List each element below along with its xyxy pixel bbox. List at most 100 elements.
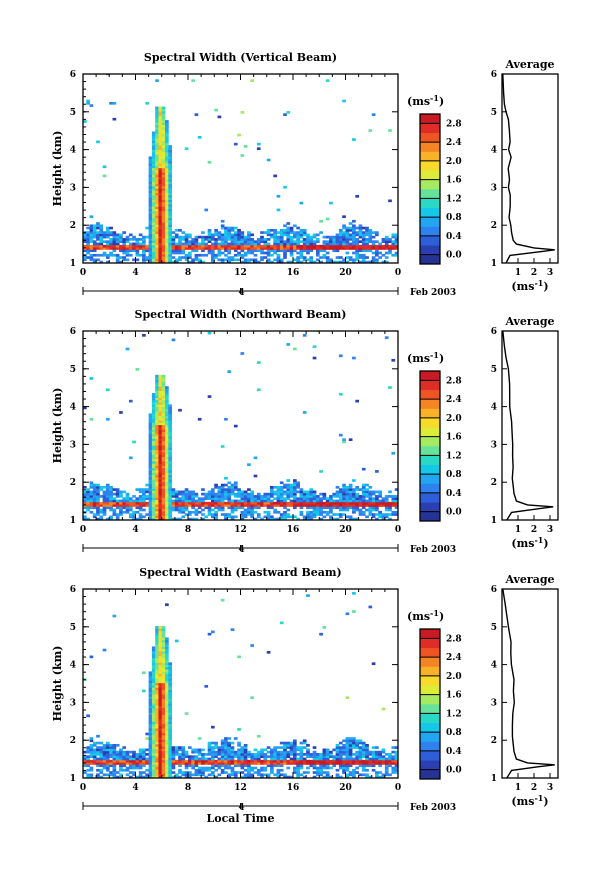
heatmap-cell (92, 247, 97, 250)
heatmap-cell (306, 497, 310, 500)
heatmap-cell (142, 490, 146, 494)
heatmap-cell (253, 517, 258, 520)
heatmap-cell (158, 759, 163, 763)
heatmap-cell (165, 764, 169, 768)
heatmap-cell (306, 594, 310, 597)
heatmap-cell (178, 748, 182, 752)
heatmap-cell (151, 397, 156, 401)
heatmap-cell (155, 771, 159, 774)
heatmap-cell (322, 495, 327, 498)
heatmap-cell (306, 240, 310, 243)
heatmap-cell (155, 149, 159, 153)
heatmap-cell (315, 244, 320, 248)
heatmap-cell (178, 497, 182, 500)
heatmap-cell (83, 256, 87, 259)
heatmap-cell (371, 256, 376, 259)
heatmap-cell (293, 768, 297, 772)
heatmap-cell (161, 149, 166, 153)
heatmap-cell (227, 743, 232, 747)
heatmap-cell (332, 492, 337, 496)
heatmap-cell (161, 402, 166, 405)
heatmap-cell (348, 515, 353, 519)
heatmap-cell (283, 506, 287, 510)
heatmap-cell (158, 637, 163, 641)
heatmap-cell (306, 501, 310, 505)
heatmap-cell (289, 490, 294, 494)
heatmap-cell (207, 251, 212, 255)
heatmap-cell (329, 506, 333, 510)
heatmap-cell (306, 251, 310, 255)
heatmap-cell (253, 504, 258, 507)
heatmap-cell (355, 399, 360, 403)
heatmap-cell (161, 113, 166, 116)
heatmap-cell (168, 445, 172, 448)
heatmap-cell (171, 247, 176, 250)
heatmap-cell (155, 467, 159, 471)
heatmap-cell (122, 768, 127, 772)
heatmap-cell (388, 249, 392, 253)
heatmap-cell (142, 759, 146, 763)
heatmap-cell (299, 233, 304, 237)
heatmap-cell (266, 504, 271, 507)
heatmap-cell (168, 716, 172, 720)
heatmap-cell (191, 750, 195, 754)
heatmap-cell (309, 501, 314, 505)
heatmap-cell (109, 755, 113, 758)
heatmap-cell (89, 755, 94, 758)
heatmap-cell (227, 737, 232, 740)
heatmap-cell (381, 773, 386, 777)
avg-y-tick-label: 4 (491, 661, 497, 671)
heatmap-cell (256, 515, 261, 519)
heatmap-cell (384, 497, 389, 500)
heatmap-cell (171, 748, 176, 752)
heatmap-cell (161, 626, 166, 629)
heatmap-cell (89, 256, 94, 259)
heatmap-cell (161, 465, 166, 469)
heatmap-cell (260, 240, 264, 243)
heatmap-cell (253, 253, 258, 257)
heatmap-cell (325, 260, 330, 263)
heatmap-cell (151, 183, 156, 187)
heatmap-cell (345, 764, 350, 768)
heatmap-cell (243, 743, 248, 747)
heatmap-cell (165, 388, 169, 392)
heatmap-cell (230, 746, 235, 749)
heatmap-cell (165, 190, 169, 194)
heatmap-cell (283, 185, 287, 189)
heatmap-cell (168, 172, 172, 175)
heatmap-cell (224, 235, 228, 239)
heatmap-cell (128, 513, 133, 516)
heatmap-cell (204, 515, 209, 519)
heatmap-cell (171, 490, 176, 494)
heatmap-cell (148, 696, 153, 700)
heatmap-cell (105, 764, 110, 768)
heatmap-cell (299, 773, 304, 777)
heatmap-cell (151, 440, 156, 444)
heatmap-cell (161, 427, 166, 430)
heatmap-cell (174, 762, 179, 765)
heatmap-cell (132, 495, 136, 498)
heatmap-cell (138, 757, 143, 761)
heatmap-cell (184, 762, 189, 765)
heatmap-cell (266, 499, 271, 503)
heatmap-cell (161, 447, 166, 451)
heatmap-cell (309, 504, 314, 507)
heatmap-cell (181, 510, 186, 514)
heatmap-cell (142, 238, 146, 241)
heatmap-cell (151, 657, 156, 661)
heatmap-cell (335, 768, 340, 772)
heatmap-cell (165, 755, 169, 758)
heatmap-cell (158, 734, 163, 738)
heatmap-cell (138, 501, 143, 505)
heatmap-cell (227, 499, 232, 503)
heatmap-cell (260, 235, 264, 239)
heatmap-cell (302, 504, 307, 507)
heatmap-cell (148, 700, 153, 704)
heatmap-cell (165, 479, 169, 482)
x-tick-label: 16 (287, 268, 300, 278)
heatmap-cell (263, 492, 268, 496)
heatmap-cell (309, 510, 314, 514)
heatmap-cell (312, 492, 317, 496)
heatmap-cell (105, 506, 110, 510)
heatmap-cell (276, 517, 281, 520)
